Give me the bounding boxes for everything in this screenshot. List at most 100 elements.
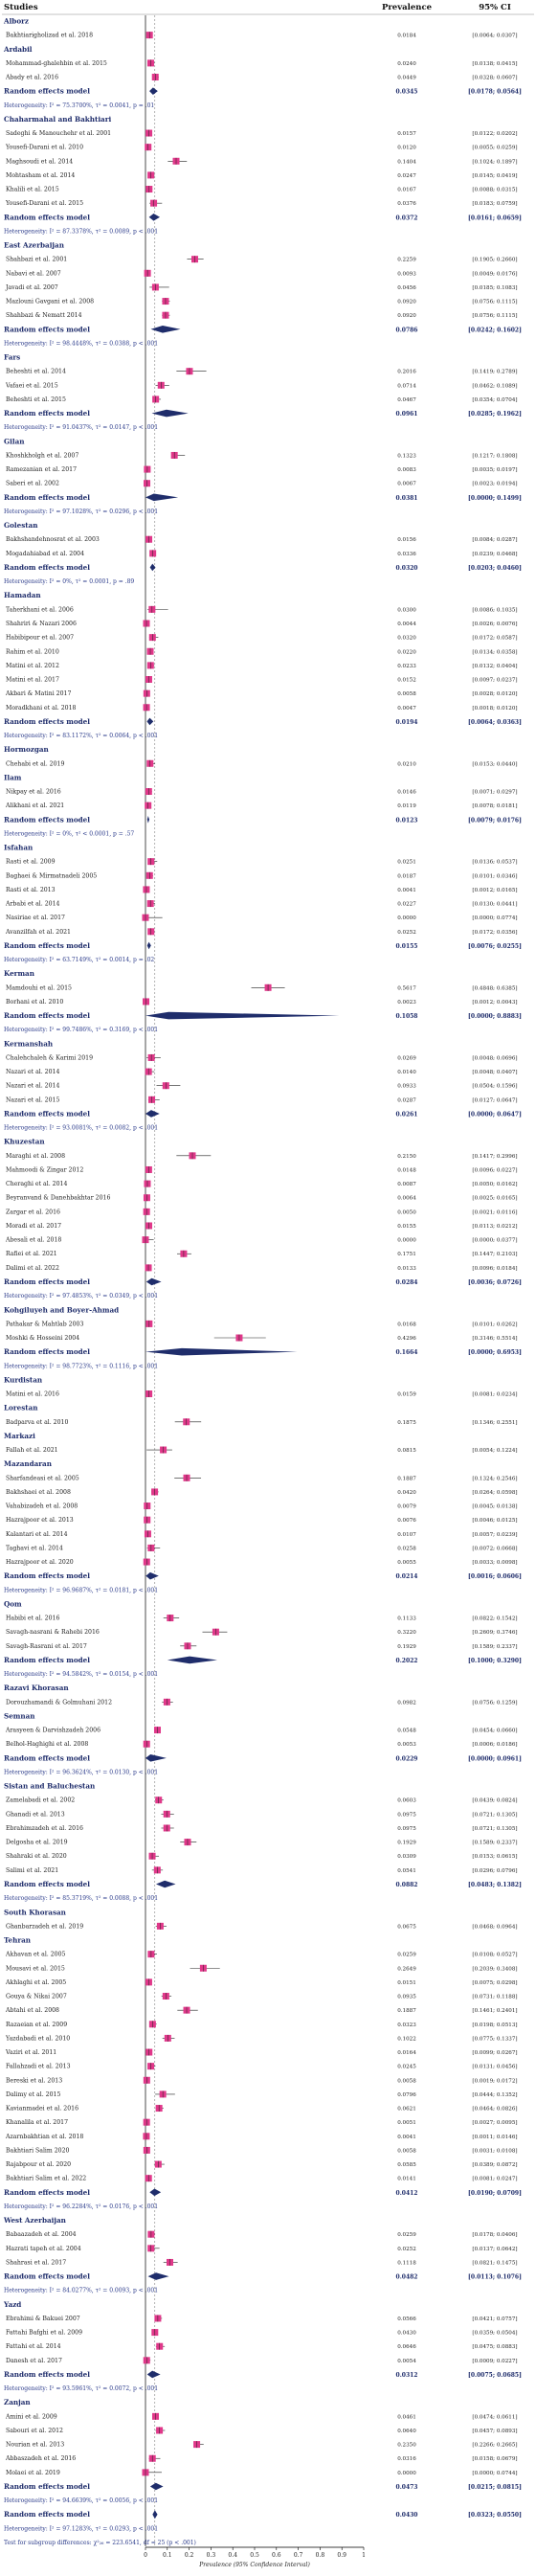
prevalence-value: 0.0541 xyxy=(397,1868,416,1874)
pooled-prevalence-value: 0.0155 xyxy=(396,943,418,950)
prevalence-value: 0.0336 xyxy=(397,552,416,557)
pooled-prevalence-value: 0.0312 xyxy=(396,2372,418,2379)
study-label: Bakhshandehnosrat et al. 2003 xyxy=(6,536,100,543)
random-effects-label: Random effects model xyxy=(4,941,90,950)
ci-value: [0.0504; 0.1596] xyxy=(472,1084,517,1090)
prevalence-value: 0.0083 xyxy=(397,467,416,473)
ci-value: [0.0468; 0.0964] xyxy=(472,1924,517,1930)
ci-value: [0.0000; 0.0744] xyxy=(472,2471,517,2476)
prevalence-value: 0.2150 xyxy=(397,1154,416,1160)
heterogeneity-text: Test for subgroup differences: χ²₂₆ = 22… xyxy=(4,2540,196,2546)
pooled-prevalence-value: 0.0381 xyxy=(396,495,418,502)
summary-diamond xyxy=(156,1880,176,1888)
prevalence-value: 0.0058 xyxy=(397,2148,416,2154)
study-label: Belhol-Haghighi et al. 2008 xyxy=(6,1741,88,1748)
summary-diamond xyxy=(149,87,158,95)
ci-value: [0.0756; 0.1259] xyxy=(472,1700,517,1706)
study-label: Pathakar & Mahtlab 2003 xyxy=(6,1321,83,1327)
ci-value: [0.0328; 0.0607] xyxy=(472,76,517,81)
ci-value: [0.0475; 0.0883] xyxy=(472,2344,517,2350)
summary-diamond xyxy=(145,1571,159,1580)
study-label: Avanzilfah et al. 2021 xyxy=(5,929,71,936)
ci-value: [0.1461; 0.2401] xyxy=(472,2008,517,2014)
prevalence-value: 0.0146 xyxy=(397,790,416,796)
ci-value: [0.0045; 0.0138] xyxy=(472,1504,517,1510)
prevalence-value: 0.0675 xyxy=(397,1924,416,1930)
pooled-ci-value: [0.0000; 0.0647] xyxy=(468,1111,522,1118)
pooled-prevalence-value: 0.0961 xyxy=(396,411,418,418)
subgroup-heading: Fars xyxy=(4,353,20,362)
summary-diamond xyxy=(146,815,150,824)
pooled-prevalence-value: 0.0229 xyxy=(396,1755,418,1762)
ci-value: [0.0031; 0.0108] xyxy=(472,2148,517,2154)
ci-value: [0.0172; 0.0356] xyxy=(472,930,517,936)
prevalence-value: 0.0316 xyxy=(397,2456,416,2462)
overall-diamond xyxy=(152,2510,158,2520)
x-tick-label: 0.7 xyxy=(294,2552,303,2559)
study-label: Akhlaghi et al. 2005 xyxy=(5,1979,66,1986)
ci-value: [0.0048; 0.0696] xyxy=(472,1055,517,1061)
pooled-prevalence-value: 0.0261 xyxy=(396,1111,418,1118)
prevalence-value: 0.0152 xyxy=(397,678,416,684)
heterogeneity-text: Heterogeneity: I² = 84.0277%, τ² = 0.009… xyxy=(4,2288,158,2294)
prevalence-value: 0.0157 xyxy=(397,131,416,137)
study-label: Matini et al. 2012 xyxy=(6,663,59,669)
study-label: Javadi et al. 2007 xyxy=(5,284,58,291)
ci-value: [0.0439; 0.0824] xyxy=(472,1798,517,1804)
prevalence-value: 0.1751 xyxy=(397,1252,416,1257)
summary-diamond xyxy=(145,1011,340,1020)
study-label: Shahriri & Nazari 2006 xyxy=(6,621,77,627)
prevalence-value: 0.0714 xyxy=(397,383,416,389)
prevalence-value: 0.0975 xyxy=(397,1826,416,1832)
study-label: Abesali et al. 2018 xyxy=(5,1237,61,1244)
summary-diamond xyxy=(148,213,161,221)
pooled-ci-value: [0.0000; 0.6953] xyxy=(468,1349,522,1356)
study-label: Arbabi et al. 2014 xyxy=(5,901,60,908)
pooled-prevalence-value: 0.0372 xyxy=(396,215,418,221)
study-label: Razaeian et al. 2009 xyxy=(6,2022,67,2028)
prevalence-value: 0.0220 xyxy=(397,649,416,655)
heterogeneity-text: Heterogeneity: I² = 87.3378%, τ² = 0.008… xyxy=(4,228,158,235)
study-label: Nabavi et al. 2007 xyxy=(6,270,61,277)
ci-value: [0.0046; 0.0125] xyxy=(472,1518,517,1524)
subgroup-heading: Zanjan xyxy=(4,2398,31,2407)
study-label: Kalantari et al. 2014 xyxy=(6,1531,68,1538)
prevalence-value: 0.5617 xyxy=(397,985,416,991)
ci-value: [0.0064; 0.0307] xyxy=(472,34,517,39)
prevalence-value: 0.0107 xyxy=(397,1532,416,1538)
prevalence-value: 0.1875 xyxy=(397,1420,416,1426)
ci-value: [0.0454; 0.0660] xyxy=(472,1729,517,1734)
prevalence-value: 0.0133 xyxy=(397,1266,416,1272)
prevalence-value: 0.3220 xyxy=(397,1630,416,1636)
prevalence-value: 0.0140 xyxy=(397,1070,416,1075)
random-effects-label: Random effects model xyxy=(4,2272,90,2281)
prevalence-value: 0.0621 xyxy=(397,2107,416,2113)
heterogeneity-text: Heterogeneity: I² = 75.3700%, τ² = 0.004… xyxy=(4,102,154,109)
x-axis: 0 0.1 0.2 0.3 0.4 0.5 0.6 0.7 0.8 0.9 1 Prevalence … xyxy=(144,2546,366,2568)
pooled-ci-value: [0.0000; 0.8883] xyxy=(468,1013,522,1020)
study-label: Mazlouni Gavgani et al. 2008 xyxy=(6,299,94,305)
prevalence-value: 0.0320 xyxy=(397,636,416,642)
ci-value: [0.0138; 0.0415] xyxy=(472,61,517,67)
ci-value: [0.0198; 0.0513] xyxy=(472,2022,517,2028)
random-effects-label: Random effects model xyxy=(4,1656,90,1664)
prevalence-value: 0.1887 xyxy=(397,1476,416,1481)
x-tick-label: 0.8 xyxy=(316,2552,325,2559)
ci-value: [0.0444; 0.1352] xyxy=(472,2092,517,2098)
pooled-ci-value: [0.0076; 0.0255] xyxy=(468,943,522,950)
prevalence-value: 0.0456 xyxy=(397,285,416,291)
study-label: Shahbazi & Nematt 2014 xyxy=(6,312,82,319)
random-effects-label: Random effects model xyxy=(4,1109,90,1118)
ci-value: [0.0035; 0.0197] xyxy=(472,467,517,473)
pooled-ci-value: [0.0483; 0.1382] xyxy=(468,1882,522,1888)
prevalence-value: 0.0548 xyxy=(397,1729,416,1734)
prevalence-value: 0.0323 xyxy=(397,2022,416,2028)
prevalence-value: 0.0159 xyxy=(397,1392,416,1398)
study-label: Chehabi et al. 2019 xyxy=(6,760,64,767)
ci-value: [0.0025; 0.0165] xyxy=(472,1196,517,1202)
header-ci: 95% CI xyxy=(479,3,511,12)
ci-value: [0.0049; 0.0176] xyxy=(472,271,517,277)
study-label: Bakhtiari Salim 2020 xyxy=(6,2147,70,2154)
heterogeneity-text: Heterogeneity: I² = 98.7723%, τ² = 0.111… xyxy=(4,1363,158,1369)
prevalence-value: 0.0247 xyxy=(397,173,416,179)
